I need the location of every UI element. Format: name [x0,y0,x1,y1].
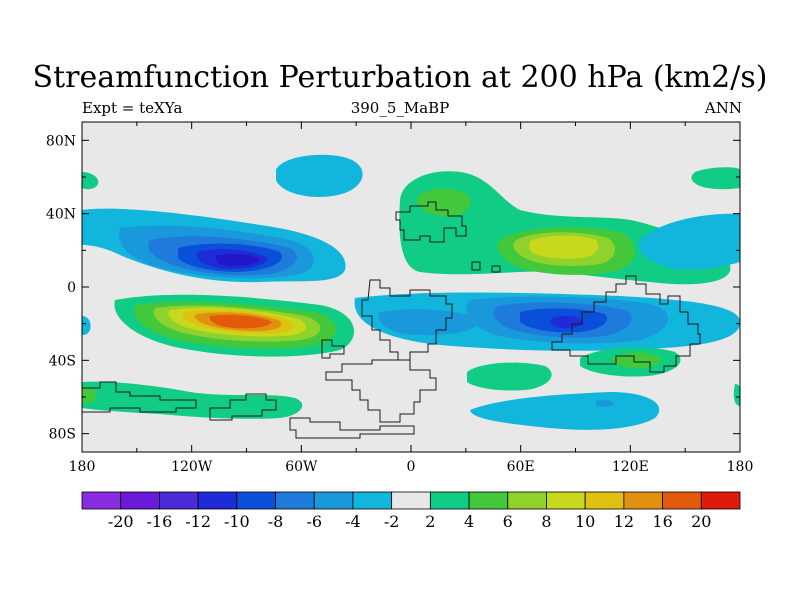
chart-title: Streamfunction Perturbation at 200 hPa (… [32,60,768,95]
contour-fill [611,352,662,369]
y-tick-label: 0 [67,280,76,296]
colorbar-swatch [584,491,625,510]
x-tick-label: 60E [507,459,535,475]
contour-fill [209,314,272,329]
y-tick-label: 80N [46,133,76,149]
contour-fill [691,167,740,190]
colorbar-label: -8 [268,512,284,531]
x-tick-label: 180 [727,459,754,475]
colorbar-label: -20 [108,512,134,531]
colorbar-swatch [429,491,470,510]
colorbar-swatch [623,491,663,510]
colorbar-label: -4 [345,512,361,531]
colorbar-swatch [507,491,547,510]
x-tick-label: 120E [612,459,649,475]
colorbar-swatch [159,491,199,510]
colorbar-label: 16 [652,512,672,531]
colorbar-label: -12 [185,512,211,531]
experiment-label: Expt = teXYa [82,99,183,117]
contour-fill [215,253,260,267]
colorbar-label: 12 [614,512,634,531]
colorbar-swatch [662,491,702,510]
coastline-antarctica-left [82,381,197,413]
colorbar-swatch [275,491,315,510]
run-label: 390_5_MaBP [350,99,450,117]
y-tick-label: 40N [46,207,76,223]
coastline-south-america [325,359,437,423]
contour-fill [82,172,99,190]
colorbar-label: -10 [224,512,250,531]
contour-fill [378,309,480,336]
colorbar-label: 8 [541,512,551,531]
colorbar-swatch [236,491,276,510]
y-tick-label: 40S [49,353,76,369]
x-tick-label: 120W [171,459,213,475]
coastline-asia-australia [551,275,701,373]
coastline-antarctica-mid [209,393,277,421]
colorbar-label: 20 [691,512,711,531]
colorbar-label: 4 [464,512,474,531]
contour-fill [550,315,584,329]
colorbar-label: 2 [425,512,435,531]
colorbar: -20 -16 -12 -10 -8 -6 -4 -2 2 4 6 8 10 12 16 20 [81,491,741,531]
coastlines [82,201,701,439]
contour-field [82,154,740,430]
colorbar-label: -2 [384,512,400,531]
colorbar-swatch [352,491,393,510]
contour-fill [529,235,599,259]
colorbar-swatch [391,491,431,510]
colorbar-swatch [313,491,354,510]
coastline-arabia [471,261,481,271]
contour-fill [82,316,91,335]
x-tick-label: 0 [407,459,416,475]
contour-fill [467,362,552,391]
coastline-africa [361,279,453,361]
y-tick-label: 80S [49,427,76,443]
colorbar-label: 10 [575,512,595,531]
colorbar-swatch [468,491,509,510]
coastline-antarctica-right [289,417,415,439]
contour-fill [596,399,614,408]
colorbar-swatch [197,491,238,510]
contour-fill [276,154,363,197]
contour-fill [82,386,97,404]
axis-ticks: 180 120W 60W 0 60E 120E 180 80N 40N 0 40S 80S [46,122,753,475]
colorbar-label: -16 [147,512,173,531]
contour-fill [470,392,660,430]
season-label: ANN [704,99,742,117]
coastline-caribbean [321,339,345,359]
colorbar-label: -6 [306,512,322,531]
contour-fill [733,384,740,406]
coastline-india [491,265,501,273]
colorbar-label: 6 [503,512,513,531]
colorbar-swatch [120,491,160,510]
contour-fill [638,213,740,270]
colorbar-swatch [81,491,122,510]
x-tick-label: 180 [69,459,96,475]
colorbar-swatch [700,491,741,510]
coastline-europe [395,201,467,243]
contour-fill [417,188,471,217]
x-tick-label: 60W [285,459,318,475]
colorbar-swatch [546,491,586,510]
